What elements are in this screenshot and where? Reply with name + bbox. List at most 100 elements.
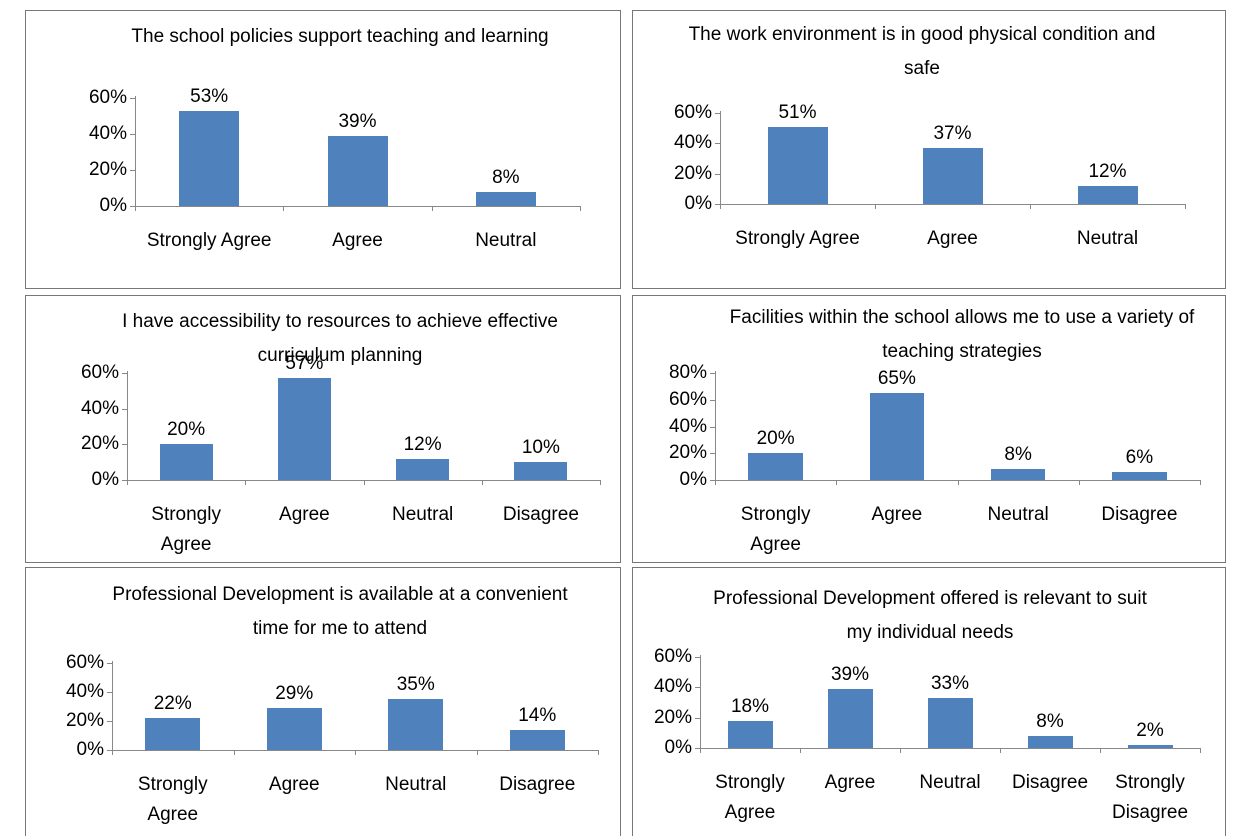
value-label: 8% bbox=[1036, 710, 1064, 732]
y-tick-label: 40% bbox=[80, 397, 119, 419]
y-tick-label: 0% bbox=[679, 469, 707, 490]
panel bbox=[632, 567, 1226, 836]
y-tick-mark bbox=[107, 721, 112, 722]
x-tick-mark bbox=[800, 748, 801, 753]
y-tick-mark bbox=[715, 204, 720, 205]
panel bbox=[632, 10, 1226, 289]
chart-title: Facilities within the school allows me t… bbox=[729, 307, 1195, 362]
y-tick-mark bbox=[130, 134, 135, 135]
y-tick-mark bbox=[710, 480, 715, 481]
bar bbox=[396, 458, 450, 480]
x-tick-mark bbox=[1030, 204, 1031, 209]
value-label: 22% bbox=[153, 693, 192, 715]
bar bbox=[145, 718, 201, 750]
x-tick-label: Strongly Agree bbox=[151, 504, 221, 555]
bar bbox=[922, 147, 983, 204]
x-tick-label: Agree bbox=[279, 504, 330, 525]
x-tick-label: Agree bbox=[332, 230, 383, 251]
y-tick-mark bbox=[695, 657, 700, 658]
x-tick-mark bbox=[431, 206, 433, 211]
bar bbox=[266, 707, 322, 750]
y-axis bbox=[700, 655, 701, 748]
y-tick-label: 60% bbox=[65, 652, 104, 673]
x-tick-mark bbox=[1200, 748, 1201, 753]
value-label: 37% bbox=[933, 122, 972, 144]
bar bbox=[748, 453, 803, 480]
y-tick-label: 20% bbox=[80, 433, 119, 455]
y-tick-label: 60% bbox=[668, 388, 707, 410]
value-label: 12% bbox=[403, 433, 442, 455]
bar bbox=[1112, 471, 1167, 480]
value-label: 20% bbox=[167, 419, 206, 441]
bar bbox=[388, 699, 444, 750]
value-label: 2% bbox=[1136, 719, 1164, 741]
y-tick-mark bbox=[107, 692, 112, 693]
x-tick-mark bbox=[476, 750, 478, 755]
x-tick-mark bbox=[233, 750, 235, 755]
x-tick-mark bbox=[127, 480, 128, 485]
y-tick-mark bbox=[710, 373, 715, 374]
x-tick-mark bbox=[836, 480, 838, 485]
value-label: 18% bbox=[730, 695, 770, 717]
chart-title: The school policies support teaching and… bbox=[131, 26, 549, 47]
value-label: 57% bbox=[285, 353, 324, 375]
x-tick-mark bbox=[481, 480, 483, 485]
value-label: 35% bbox=[396, 674, 435, 696]
value-label: 53% bbox=[190, 85, 229, 107]
y-axis bbox=[112, 661, 113, 750]
x-tick-mark bbox=[363, 480, 365, 485]
bar bbox=[827, 688, 873, 748]
y-tick-mark bbox=[107, 663, 112, 664]
value-label: 14% bbox=[518, 704, 557, 726]
y-tick-mark bbox=[715, 113, 720, 114]
bar bbox=[475, 191, 536, 206]
x-tick-mark bbox=[1185, 204, 1186, 209]
y-tick-mark bbox=[695, 717, 700, 719]
bar bbox=[727, 720, 773, 748]
chart-title: Professional Development is available at… bbox=[112, 584, 568, 639]
x-tick-mark bbox=[283, 206, 285, 211]
bar bbox=[514, 462, 568, 480]
x-tick-label: Disagree bbox=[499, 774, 576, 795]
y-tick-label: 20% bbox=[65, 710, 104, 731]
y-tick-label: 0% bbox=[99, 195, 127, 216]
value-label: 8% bbox=[1004, 444, 1032, 466]
x-tick-label: Neutral bbox=[475, 230, 537, 251]
y-tick-mark bbox=[122, 373, 127, 374]
y-tick-label: 0% bbox=[91, 469, 119, 490]
x-tick-label: Neutral bbox=[392, 504, 454, 525]
y-tick-label: 40% bbox=[653, 676, 692, 698]
y-tick-mark bbox=[122, 480, 127, 481]
y-tick-label: 20% bbox=[88, 159, 127, 180]
x-tick-mark bbox=[1200, 480, 1201, 485]
y-tick-label: 60% bbox=[88, 87, 127, 108]
y-tick-mark bbox=[130, 98, 135, 99]
x-tick-mark bbox=[1100, 748, 1101, 753]
y-tick-label: 40% bbox=[65, 681, 104, 702]
x-tick-label: Strongly Agree bbox=[740, 504, 811, 555]
y-tick-mark bbox=[710, 426, 715, 428]
bar bbox=[927, 697, 973, 748]
x-axis bbox=[135, 206, 580, 207]
bar bbox=[1027, 735, 1073, 748]
x-tick-label: Disagree bbox=[502, 504, 579, 525]
y-tick-mark bbox=[715, 143, 720, 145]
y-tick-label: 20% bbox=[668, 442, 707, 464]
bar bbox=[767, 126, 828, 204]
y-tick-label: 80% bbox=[668, 362, 707, 383]
bar bbox=[327, 135, 388, 206]
x-tick-label: Strongly Disagree bbox=[1111, 772, 1189, 823]
value-label: 65% bbox=[877, 368, 916, 390]
y-tick-label: 60% bbox=[673, 102, 712, 123]
y-tick-label: 0% bbox=[664, 737, 692, 758]
x-tick-mark bbox=[112, 750, 113, 755]
x-tick-label: Strongly Agree bbox=[735, 228, 860, 249]
x-tick-label: Agree bbox=[268, 774, 320, 795]
value-label: 12% bbox=[1088, 160, 1127, 182]
x-tick-mark bbox=[600, 480, 601, 485]
x-tick-label: Agree bbox=[871, 504, 923, 525]
bar bbox=[990, 469, 1046, 480]
bar bbox=[869, 393, 925, 480]
x-tick-label: Disagree bbox=[1101, 504, 1178, 525]
